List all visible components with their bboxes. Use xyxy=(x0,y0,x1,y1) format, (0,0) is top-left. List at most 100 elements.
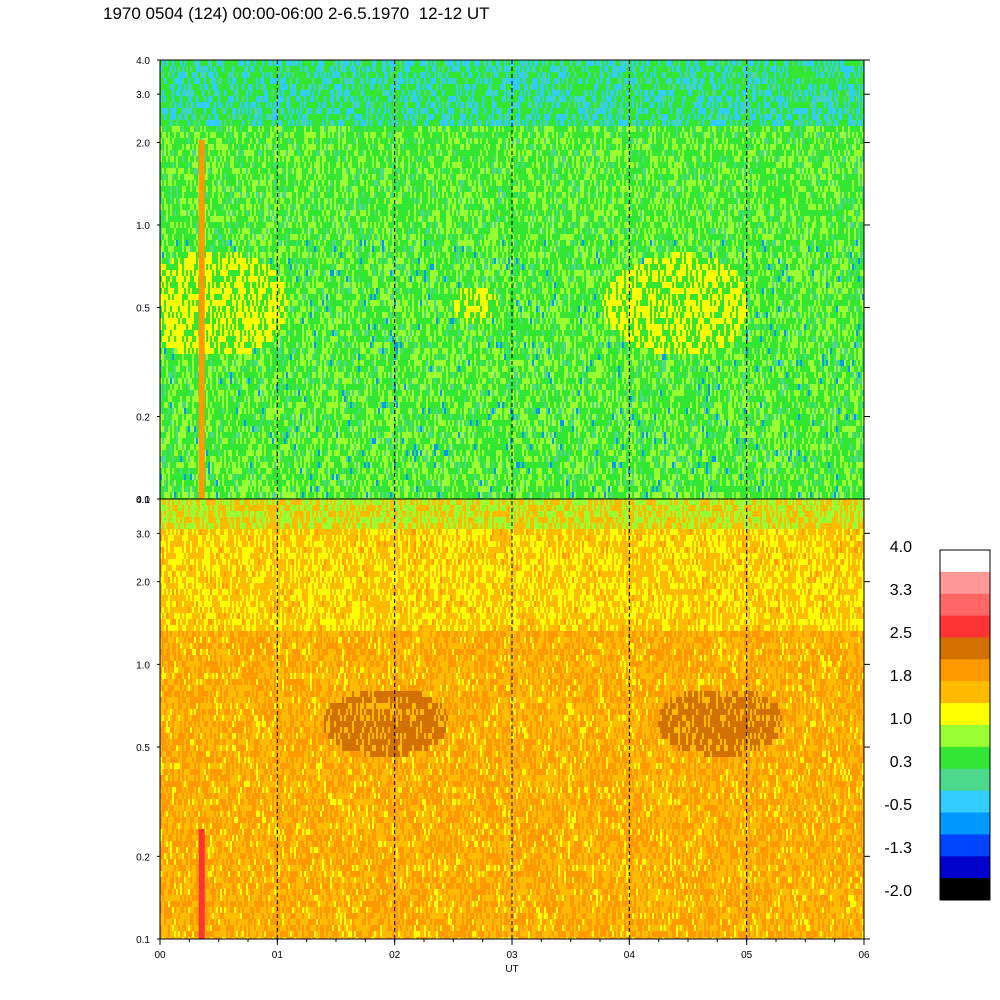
heatmap-cell xyxy=(240,276,242,282)
heatmap-cell xyxy=(210,384,212,390)
heatmap-cell xyxy=(390,492,392,498)
heatmap-cell xyxy=(254,132,256,138)
heatmap-cell xyxy=(326,114,328,120)
heatmap-cell xyxy=(428,390,430,396)
heatmap-cell xyxy=(170,102,172,108)
heatmap-cell xyxy=(210,348,212,354)
heatmap-cell xyxy=(388,432,390,438)
heatmap-cell xyxy=(330,276,332,282)
heatmap-cell xyxy=(308,342,310,348)
heatmap-cell xyxy=(290,252,292,258)
heatmap-cell xyxy=(310,108,312,114)
heatmap-cell xyxy=(316,306,318,312)
heatmap-cell xyxy=(190,222,192,228)
heatmap-cell xyxy=(172,342,174,348)
heatmap-cell xyxy=(360,324,362,330)
heatmap-cell xyxy=(232,108,234,114)
heatmap-cell xyxy=(282,168,284,174)
heatmap-cell xyxy=(280,294,282,300)
heatmap-cell xyxy=(312,366,314,372)
heatmap-cell xyxy=(366,342,368,348)
heatmap-cell xyxy=(344,360,346,366)
heatmap-cell xyxy=(296,312,298,318)
heatmap-cell xyxy=(160,246,162,252)
heatmap-cell xyxy=(346,156,348,162)
heatmap-cell xyxy=(302,342,304,348)
heatmap-cell xyxy=(290,114,292,120)
heatmap-cell xyxy=(356,246,358,252)
heatmap-cell xyxy=(328,372,330,378)
heatmap-cell xyxy=(376,258,378,264)
heatmap-cell xyxy=(306,354,308,360)
heatmap-cell xyxy=(262,336,264,342)
heatmap-cell xyxy=(228,216,230,222)
heatmap-cell xyxy=(378,120,380,126)
heatmap-cell xyxy=(220,336,222,342)
heatmap-cell xyxy=(352,444,354,450)
heatmap-cell xyxy=(172,456,174,462)
heatmap-cell xyxy=(348,90,350,96)
heatmap-cell xyxy=(264,384,266,390)
heatmap-cell xyxy=(274,456,276,462)
heatmap-cell xyxy=(164,78,166,84)
heatmap-cell xyxy=(248,450,250,456)
heatmap-cell xyxy=(276,378,278,384)
heatmap-cell xyxy=(406,84,408,90)
heatmap-cell xyxy=(292,120,294,126)
heatmap-cell xyxy=(318,204,320,210)
heatmap-cell xyxy=(164,384,166,390)
heatmap-cell xyxy=(188,156,190,162)
heatmap-cell xyxy=(352,366,354,372)
heatmap-cell xyxy=(338,108,340,114)
heatmap-cell xyxy=(364,312,366,318)
heatmap-cell xyxy=(432,240,434,246)
heatmap-cell xyxy=(352,246,354,252)
heatmap-cell xyxy=(180,264,182,270)
heatmap-cell xyxy=(206,468,208,474)
heatmap-cell xyxy=(180,468,182,474)
heatmap-cell xyxy=(160,474,162,480)
heatmap-cell xyxy=(322,162,324,168)
heatmap-cell xyxy=(240,282,242,288)
heatmap-cell xyxy=(272,270,274,276)
heatmap-cell xyxy=(324,288,326,294)
heatmap-cell xyxy=(174,384,176,390)
heatmap-cell xyxy=(344,126,346,132)
heatmap-cell xyxy=(432,246,434,252)
heatmap-cell xyxy=(260,192,262,198)
heatmap-cell xyxy=(262,306,264,312)
heatmap-cell xyxy=(264,462,266,468)
heatmap-cell xyxy=(392,432,394,438)
heatmap-cell xyxy=(354,246,356,252)
heatmap-cell xyxy=(346,96,348,102)
heatmap-cell xyxy=(406,492,408,498)
heatmap-cell xyxy=(422,72,424,78)
heatmap-cell xyxy=(174,318,176,324)
heatmap-cell xyxy=(332,324,334,330)
heatmap-cell xyxy=(360,210,362,216)
heatmap-cell xyxy=(260,174,262,180)
heatmap-cell xyxy=(280,96,282,102)
heatmap-cell xyxy=(388,204,390,210)
heatmap-cell xyxy=(188,84,190,90)
heatmap-cell xyxy=(206,432,208,438)
heatmap-cell xyxy=(230,264,232,270)
heatmap-cell xyxy=(336,192,338,198)
heatmap-cell xyxy=(344,462,346,468)
heatmap-cell xyxy=(244,168,246,174)
heatmap-cell xyxy=(272,288,274,294)
heatmap-cell xyxy=(210,432,212,438)
heatmap-cell xyxy=(362,246,364,252)
heatmap-cell xyxy=(338,246,340,252)
heatmap-cell xyxy=(264,450,266,456)
heatmap-cell xyxy=(274,156,276,162)
heatmap-cell xyxy=(364,438,366,444)
heatmap-cell xyxy=(406,276,408,282)
heatmap-cell xyxy=(430,102,432,108)
heatmap-cell xyxy=(366,114,368,120)
heatmap-cell xyxy=(396,156,398,162)
heatmap-cell xyxy=(278,432,280,438)
heatmap-cell xyxy=(406,60,408,66)
heatmap-cell xyxy=(292,168,294,174)
heatmap-cell xyxy=(210,360,212,366)
